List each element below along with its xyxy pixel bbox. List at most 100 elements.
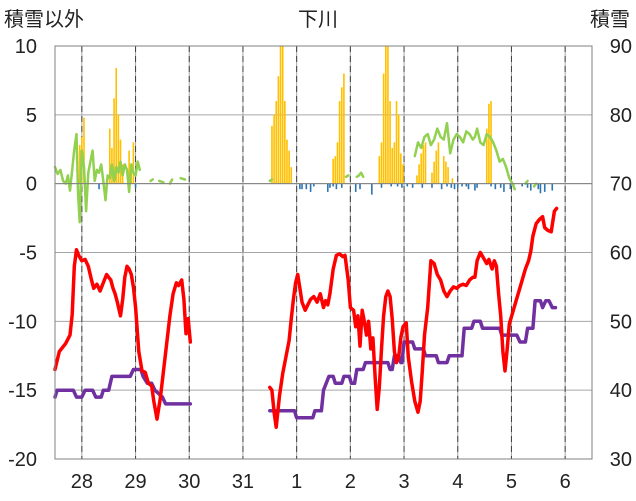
left-tick-label: -5 (19, 243, 37, 265)
negative-bar (467, 183, 470, 190)
precip-bar (78, 145, 81, 184)
chart-title: 下川 (298, 9, 338, 31)
negative-bar (380, 183, 383, 188)
precip-bar (380, 142, 383, 184)
negative-bar (446, 183, 448, 187)
precip-bar (277, 76, 280, 184)
right-tick-label: 50 (610, 311, 632, 333)
day-tick-label: 5 (506, 471, 517, 493)
precip-bar (422, 145, 425, 184)
precip-bar (435, 150, 438, 184)
negative-bar (329, 183, 331, 188)
precip-bar (115, 68, 118, 184)
negative-bar (299, 183, 301, 190)
precip-bar (488, 103, 490, 184)
precip-bar (447, 167, 449, 184)
negative-bar (335, 183, 338, 190)
precip-bar (332, 158, 334, 184)
left-tick-label: -20 (8, 449, 37, 471)
right-tick-label: 70 (610, 174, 632, 196)
day-tick-label: 6 (560, 471, 571, 493)
day-tick-label: 4 (452, 471, 463, 493)
day-tick-label: 30 (178, 471, 200, 493)
precip-bar (288, 150, 290, 184)
precip-bar (433, 161, 435, 184)
precip-bar (108, 128, 111, 184)
negative-bar (539, 183, 542, 194)
precip-bar (442, 156, 445, 184)
negative-bar (354, 183, 357, 192)
precip-bar (128, 150, 130, 184)
negative-bar (401, 183, 403, 188)
right-tick-label: 90 (610, 36, 632, 58)
negative-bar (98, 183, 100, 190)
precip-bar (397, 114, 400, 184)
temperature-line (268, 206, 559, 430)
negative-bar (313, 183, 315, 187)
precip-bar (117, 114, 120, 184)
plot-frame (54, 45, 593, 460)
precip-bar (485, 128, 488, 184)
precip-bar (437, 142, 440, 184)
wind-line (149, 178, 154, 183)
precip-bar (279, 46, 282, 184)
precip-bar (382, 73, 385, 184)
negative-bar (474, 183, 476, 191)
precip-bar (286, 139, 288, 184)
wind-line (413, 121, 516, 191)
axes (54, 45, 593, 460)
precip-bar (343, 73, 345, 184)
day-tick-label: 29 (124, 471, 146, 493)
precip-bar (281, 46, 284, 184)
negative-bar (461, 183, 463, 187)
wind-line (355, 171, 365, 179)
wind-line (344, 174, 350, 179)
day-tick-label: 1 (291, 471, 302, 493)
negative-bar (456, 183, 459, 188)
precip-bar (445, 161, 447, 184)
snow-depth-line (268, 298, 558, 420)
day-tick-label: 2 (345, 471, 356, 493)
precip-bar (389, 101, 391, 184)
series-lines (53, 121, 559, 430)
precip-bar (402, 164, 404, 184)
precip-bar (391, 147, 394, 184)
precip-bar (451, 178, 454, 184)
left-tick-label: 0 (26, 174, 37, 196)
negative-bar (411, 183, 414, 188)
negative-bar (134, 183, 137, 188)
negative-bar (465, 183, 468, 187)
negative-bar (490, 183, 492, 187)
negative-bar (332, 183, 334, 187)
wind-line (157, 179, 165, 184)
negative-bar (371, 183, 373, 195)
precip-bar (400, 153, 402, 184)
negative-bar (406, 183, 409, 187)
precip-bar (273, 114, 275, 184)
precip-bar (418, 164, 420, 184)
precip-bar (290, 167, 293, 184)
negative-bar (529, 183, 532, 191)
left-tick-label: 5 (26, 105, 37, 127)
negative-bar (494, 183, 497, 190)
right-tick-label: 30 (610, 449, 632, 471)
right-axis-label: 積雪 (590, 8, 630, 31)
negative-bar (499, 183, 502, 188)
precip-bar (275, 101, 278, 184)
right-tick-label: 40 (610, 380, 632, 402)
precip-bar (490, 101, 492, 184)
precip-bar (416, 175, 418, 184)
negative-bar (453, 183, 456, 190)
precip-bar (378, 156, 381, 184)
left-tick-label: -10 (8, 311, 37, 333)
negative-bar (340, 183, 343, 188)
precip-bar (338, 101, 341, 184)
wind-line (168, 178, 174, 185)
right-tick-label: 80 (610, 105, 632, 127)
day-tick-label: 3 (398, 471, 409, 493)
negative-bar (521, 183, 523, 187)
wind-line (268, 178, 274, 183)
negative-bar (431, 183, 433, 188)
